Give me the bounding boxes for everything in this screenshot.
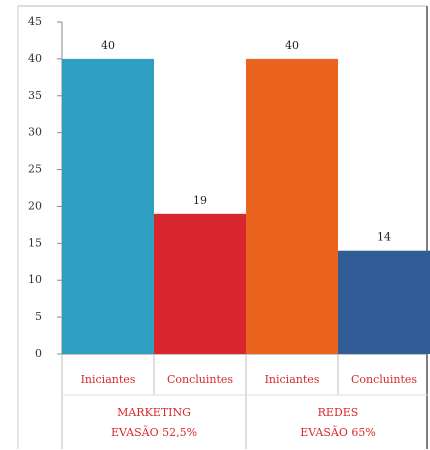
y-tick-label: 45 — [28, 15, 42, 28]
x-group-label: REDES — [318, 406, 359, 419]
x-group-sublabel: EVASÃO 52,5% — [111, 425, 197, 439]
y-tick-label: 30 — [28, 126, 42, 139]
bar-value-label: 40 — [101, 39, 115, 52]
bar-redes-concluintes — [338, 250, 430, 354]
x-category-label: Concluintes — [167, 373, 233, 386]
bar-marketing-iniciantes — [62, 58, 154, 355]
bar-value-label: 14 — [377, 231, 391, 244]
y-tick-label: 5 — [35, 310, 42, 323]
bar-value-label: 19 — [193, 194, 207, 207]
x-group-sublabel: EVASÃO 65% — [300, 425, 376, 439]
x-category-label: Concluintes — [351, 373, 417, 386]
x-group-label: MARKETING — [117, 406, 191, 419]
y-tick-label: 15 — [28, 236, 42, 249]
bar-value-label: 40 — [285, 39, 299, 52]
y-tick-label: 25 — [28, 163, 42, 176]
bar-redes-iniciantes — [246, 58, 338, 355]
y-tick-label: 0 — [35, 347, 42, 360]
y-tick-label: 20 — [28, 199, 42, 212]
y-tick-label: 35 — [28, 89, 42, 102]
y-tick-label: 10 — [28, 273, 42, 286]
x-category-label: Iniciantes — [265, 373, 320, 386]
bar-marketing-concluintes — [154, 213, 246, 354]
y-tick-label: 40 — [28, 52, 42, 65]
x-category-label: Iniciantes — [81, 373, 136, 386]
